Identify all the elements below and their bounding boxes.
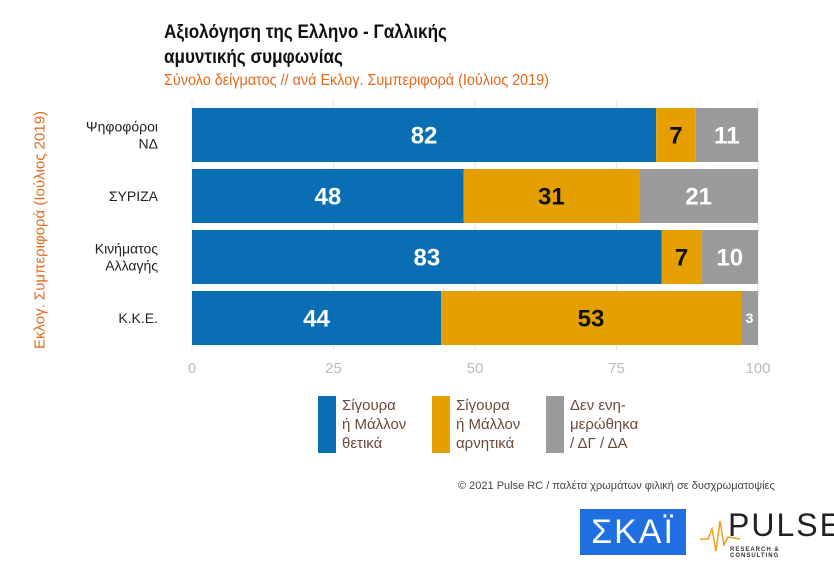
bar-segment [741, 291, 758, 345]
bar-segment [639, 169, 758, 223]
bar-segment [656, 108, 696, 162]
legend-line: θετικά [342, 435, 383, 452]
bar-segment [192, 230, 662, 284]
legend: Σίγουρα ή Μάλλον θετικά Σίγουρα ή Μάλλον αρνη… [318, 396, 654, 453]
legend-line: αρνητικά [456, 435, 515, 452]
data-label: 10 [716, 245, 743, 272]
title-line: αμυντικής συμφωνίας [164, 47, 343, 68]
legend-line: μερώθηκα [570, 416, 639, 433]
title-line: Αξιολόγηση της Ελληνο - Γαλλικής [164, 22, 447, 43]
legend-line: Δεν ενη- [570, 397, 626, 414]
legend-swatch [546, 396, 564, 453]
bar-segment [192, 291, 442, 345]
category-label: ΝΔ [139, 136, 158, 152]
x-tick-label: 75 [608, 360, 625, 377]
data-label: 44 [303, 306, 330, 333]
data-label: 3 [746, 310, 754, 326]
bar-segment [192, 108, 657, 162]
bar-segment [441, 291, 742, 345]
legend-swatch [432, 396, 450, 453]
data-label: 83 [414, 245, 441, 272]
chart-title: Αξιολόγηση της Ελληνο - Γαλλικής αμυντική… [164, 20, 447, 70]
footer-credit: © 2021 Pulse RC / παλέτα χρωμάτων φιλική… [458, 480, 775, 492]
data-label: 82 [411, 123, 438, 150]
bar-segment [463, 169, 640, 223]
data-label: 53 [578, 306, 605, 333]
legend-item: Δεν ενη-μερώθηκα / ΔΓ / ΔΑ [546, 396, 654, 453]
legend-item: Σίγουρα ή Μάλλον αρνητικά [432, 396, 540, 453]
category-label: Ψηφοφόροι [86, 119, 158, 135]
legend-swatch [318, 396, 336, 453]
legend-line: Σίγουρα [456, 397, 510, 414]
data-label: 31 [538, 184, 565, 211]
bar-segment [661, 230, 702, 284]
legend-line: Σίγουρα [342, 397, 396, 414]
legend-label: Σίγουρα ή Μάλλον αρνητικά [456, 396, 540, 453]
x-tick-label: 100 [745, 360, 770, 377]
data-label: 7 [669, 123, 682, 150]
category-label: ΣΥΡΙΖΑ [109, 188, 159, 204]
legend-line: ή Μάλλον [456, 416, 521, 433]
legend-label: Δεν ενη-μερώθηκα / ΔΓ / ΔΑ [570, 396, 654, 453]
bar-segment [701, 230, 758, 284]
skai-logo: ΣΚΑΪ [580, 509, 686, 555]
x-tick-label: 50 [467, 360, 484, 377]
data-label: 7 [675, 245, 688, 272]
legend-label: Σίγουρα ή Μάλλον θετικά [342, 396, 426, 453]
bar-segment [695, 108, 758, 162]
category-label: Κινήματος [95, 241, 159, 257]
data-label: 11 [714, 123, 739, 150]
category-label: Κ.Κ.Ε. [118, 310, 158, 326]
chart-subtitle: Σύνολο δείγματος // ανά Εκλογ. Συμπεριφο… [164, 72, 549, 89]
legend-item: Σίγουρα ή Μάλλον θετικά [318, 396, 426, 453]
bar-segment [192, 169, 464, 223]
x-tick-label: 0 [188, 360, 196, 377]
data-label: 21 [685, 184, 712, 211]
pulse-logo: PULSE RESEARCH & CONSULTING [700, 507, 834, 559]
data-label: 48 [314, 184, 341, 211]
legend-line: ή Μάλλον [342, 416, 407, 433]
x-tick-label: 25 [325, 360, 342, 377]
legend-line: / ΔΓ / ΔΑ [570, 435, 628, 452]
category-label: Αλλαγής [105, 258, 158, 274]
